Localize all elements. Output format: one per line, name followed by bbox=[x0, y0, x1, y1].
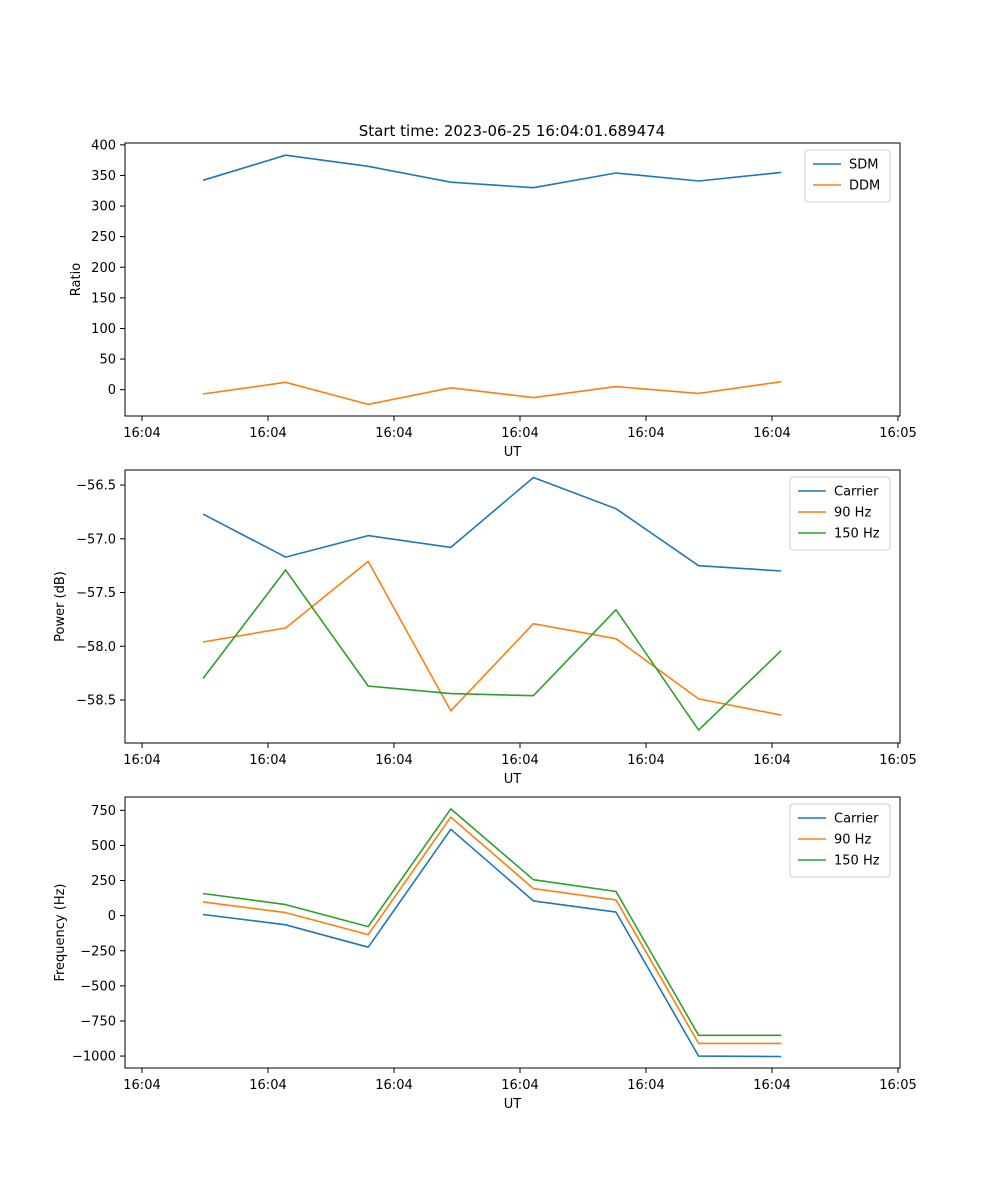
legend-box bbox=[789, 803, 891, 878]
y-tick-label: 50 bbox=[99, 353, 116, 368]
y-tick-label: −500 bbox=[80, 979, 116, 994]
y-axis-label: Ratio bbox=[69, 263, 84, 296]
x-axis-label: UT bbox=[504, 445, 522, 460]
series-line-carrier bbox=[202, 476, 782, 572]
x-tick-label: 16:04 bbox=[249, 1078, 286, 1093]
x-tick-label: 16:04 bbox=[123, 426, 160, 441]
x-tick-label: 16:04 bbox=[501, 1078, 538, 1093]
y-tick-label: −57.5 bbox=[76, 586, 116, 601]
series-line-90-hz bbox=[202, 560, 782, 716]
legend-label: Carrier bbox=[834, 812, 879, 827]
x-tick-label: 16:05 bbox=[879, 753, 916, 768]
y-tick-label: 350 bbox=[91, 169, 116, 184]
y-tick-label: 100 bbox=[91, 322, 116, 337]
series-line-sdm bbox=[202, 154, 782, 189]
legend-label: 150 Hz bbox=[834, 527, 880, 542]
y-tick-label: 250 bbox=[91, 874, 116, 889]
series-line-150-hz bbox=[202, 808, 782, 1037]
legend-label: 150 Hz bbox=[834, 854, 880, 869]
axes-frame bbox=[124, 469, 901, 744]
axes-frame bbox=[124, 142, 901, 417]
x-tick-label: 16:04 bbox=[249, 753, 286, 768]
x-tick-label: 16:05 bbox=[879, 1078, 916, 1093]
x-tick-label: 16:04 bbox=[375, 753, 412, 768]
x-tick-label: 16:04 bbox=[375, 1078, 412, 1093]
y-tick-label: −58.0 bbox=[76, 640, 116, 655]
x-tick-label: 16:04 bbox=[123, 753, 160, 768]
axes-frame bbox=[124, 796, 901, 1069]
legend: Carrier 90 Hz 150 Hz bbox=[789, 476, 891, 551]
legend-box bbox=[804, 149, 891, 203]
x-tick-label: 16:04 bbox=[753, 1078, 790, 1093]
x-tick-label: 16:04 bbox=[753, 426, 790, 441]
y-tick-label: 400 bbox=[91, 138, 116, 153]
y-tick-label: 250 bbox=[91, 230, 116, 245]
x-axis-label: UT bbox=[504, 772, 522, 787]
y-tick-label: 0 bbox=[108, 909, 116, 924]
figure-title: Start time: 2023-06-25 16:04:01.689474 bbox=[359, 122, 665, 140]
legend: Carrier 90 Hz 150 Hz bbox=[789, 803, 891, 878]
y-tick-label: 0 bbox=[108, 383, 116, 398]
y-tick-label: −250 bbox=[80, 944, 116, 959]
y-tick-label: 150 bbox=[91, 291, 116, 306]
y-tick-label: 200 bbox=[91, 261, 116, 276]
legend-label: 90 Hz bbox=[834, 506, 871, 521]
x-tick-label: 16:04 bbox=[123, 1078, 160, 1093]
y-tick-label: −58.5 bbox=[76, 694, 116, 709]
x-tick-label: 16:04 bbox=[753, 753, 790, 768]
x-axis-label: UT bbox=[504, 1097, 522, 1112]
x-tick-label: 16:04 bbox=[501, 753, 538, 768]
y-tick-label: −1000 bbox=[72, 1050, 116, 1065]
x-tick-label: 16:04 bbox=[501, 426, 538, 441]
legend-label: DDM bbox=[849, 179, 880, 194]
chart-panel-3: 16:04 16:04 16:04 16:04 16:04 16:04 16:05 750 50… bbox=[53, 796, 917, 1112]
series-line-150-hz bbox=[202, 569, 782, 731]
y-tick-label: −750 bbox=[80, 1014, 116, 1029]
series-line-carrier bbox=[202, 828, 782, 1058]
chart-panel-2: 16:04 16:04 16:04 16:04 16:04 16:04 16:05 −56.5… bbox=[53, 469, 917, 787]
x-tick-label: 16:04 bbox=[627, 426, 664, 441]
series-line-90-hz bbox=[202, 816, 782, 1045]
x-tick-label: 16:05 bbox=[879, 426, 916, 441]
legend-label: Carrier bbox=[834, 485, 879, 500]
y-tick-label: −56.5 bbox=[76, 479, 116, 494]
legend-box bbox=[789, 476, 891, 551]
y-axis-label: Power (dB) bbox=[53, 571, 68, 642]
legend-label: 90 Hz bbox=[834, 833, 871, 848]
y-tick-label: 750 bbox=[91, 804, 116, 819]
x-tick-label: 16:04 bbox=[375, 426, 412, 441]
legend: SDM DDM bbox=[804, 149, 891, 203]
y-tick-label: 300 bbox=[91, 200, 116, 215]
x-tick-label: 16:04 bbox=[627, 1078, 664, 1093]
chart-panel-1: 16:04 16:04 16:04 16:04 16:04 16:04 16:05 0 50 10… bbox=[69, 138, 917, 460]
x-tick-label: 16:04 bbox=[627, 753, 664, 768]
x-tick-label: 16:04 bbox=[249, 426, 286, 441]
y-tick-label: 500 bbox=[91, 839, 116, 854]
y-tick-label: −57.0 bbox=[76, 532, 116, 547]
y-axis-label: Frequency (Hz) bbox=[53, 883, 68, 981]
chart-panels: 16:04 16:04 16:04 16:04 16:04 16:04 16:05 0 50 10… bbox=[53, 138, 917, 1112]
legend-label: SDM bbox=[849, 158, 878, 173]
series-line-ddm bbox=[202, 380, 782, 406]
